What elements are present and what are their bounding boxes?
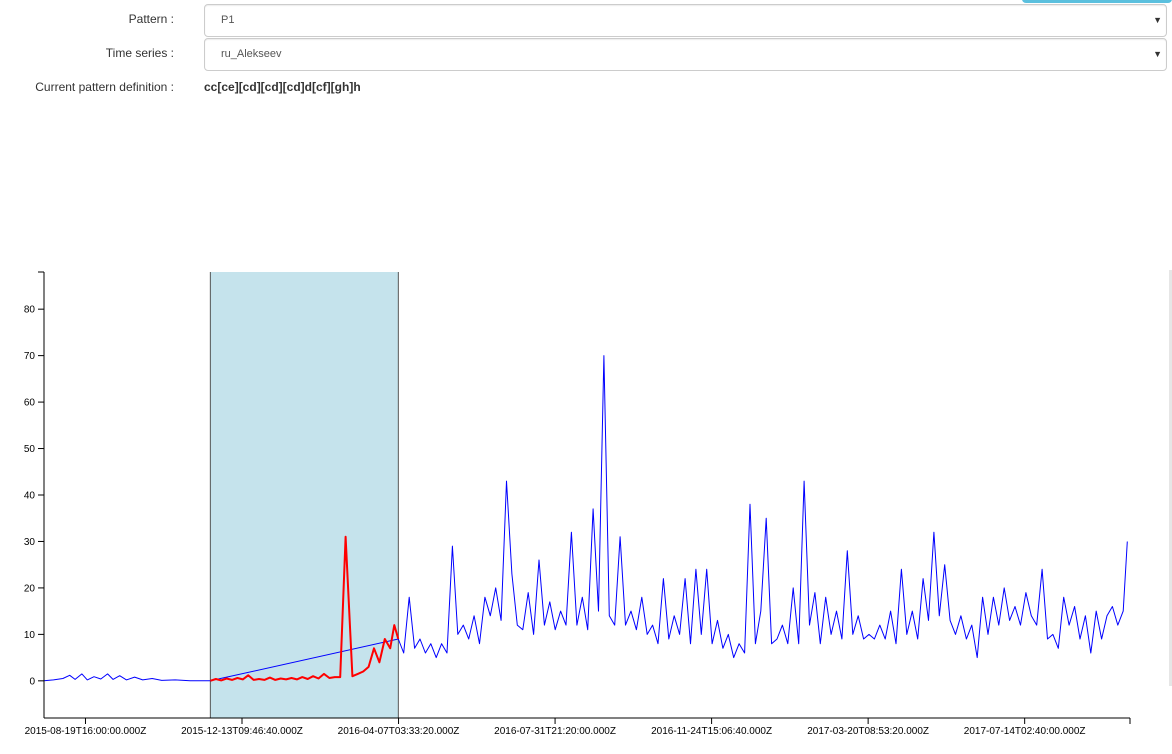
x-tick-label: 2016-11-24T15:06:40.000Z: [651, 726, 772, 737]
scrollbar-edge[interactable]: [1169, 270, 1172, 686]
series-line: [43, 355, 1128, 682]
y-tick-label: 60: [24, 398, 36, 409]
pattern-select[interactable]: P1 ▼: [204, 4, 1167, 37]
x-tick-label: 2017-07-14T02:40:00.000Z: [964, 726, 1086, 737]
x-tick-label: 2017-03-20T08:53:20.000Z: [807, 726, 929, 737]
pattern-definition-label: Current pattern definition :: [35, 80, 174, 94]
x-tick-label: 2016-07-31T21:20:00.000Z: [494, 726, 616, 737]
pattern-definition-row: Current pattern definition : cc[ce][cd][…: [0, 72, 1172, 106]
time-series-select-value: ru_Alekseev: [221, 48, 282, 60]
triangle-down-icon: ▼: [1153, 15, 1162, 25]
pattern-row: Pattern : P1 ▼: [0, 4, 1172, 38]
y-tick-label: 20: [24, 583, 36, 594]
chart-axes: 0 10 20 30 40 50 60 70 80 2015-08-19T16:00:00.000…: [24, 271, 1131, 737]
match-line: [209, 535, 400, 682]
highlight-range: [210, 272, 399, 718]
plot-area: [43, 272, 1128, 718]
pattern-definition-value: cc[ce][cd][cd][cd]d[cf][gh]h: [204, 80, 361, 94]
time-series-select[interactable]: ru_Alekseev ▼: [204, 38, 1167, 71]
y-tick-label: 70: [24, 351, 36, 362]
time-series-label: Time series :: [105, 46, 174, 60]
triangle-down-icon: ▼: [1153, 49, 1162, 59]
y-tick-label: 40: [24, 491, 36, 502]
pattern-label: Pattern :: [128, 12, 174, 26]
x-tick-label: 2016-04-07T03:33:20.000Z: [338, 726, 460, 737]
y-tick-label: 10: [24, 630, 36, 641]
pattern-select-value: P1: [221, 14, 235, 26]
time-series-chart: 0 10 20 30 40 50 60 70 80 2015-08-19T16:00:00.000…: [24, 271, 1131, 737]
y-tick-label: 50: [24, 444, 36, 455]
y-tick-label: 80: [24, 305, 36, 316]
y-tick-label: 30: [24, 537, 36, 548]
x-tick-label: 2015-08-19T16:00:00.000Z: [25, 726, 147, 737]
top-accent-bar: [1022, 0, 1172, 3]
x-tick-label: 2015-12-13T09:46:40.000Z: [181, 726, 303, 737]
y-tick-label: 0: [29, 676, 35, 687]
time-series-row: Time series : ru_Alekseev ▼: [0, 38, 1172, 72]
